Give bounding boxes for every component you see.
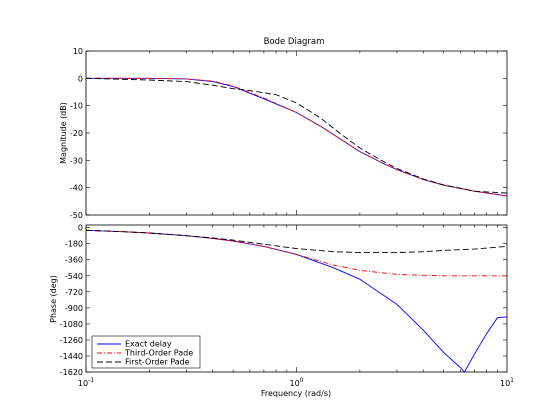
magnitude-ytick-label: -50 (70, 211, 83, 220)
magnitude-ytick-label: -10 (70, 102, 83, 111)
phase-ylabel: Phase (deg) (49, 275, 58, 323)
magnitude-axes-box (85, 50, 508, 216)
phase-series (85, 229, 508, 373)
phase-ytick-label: -1080 (60, 320, 83, 329)
legend-box (91, 335, 201, 369)
legend-label-2: First-Order Pade (125, 358, 190, 367)
magnitude-ytick-label: -20 (70, 129, 83, 138)
legend-label-1: Third-Order Pade (124, 349, 193, 358)
chart-title: Bode Diagram (264, 37, 325, 47)
magnitude-panel: 10 0 -10 -20 -30 -40 -50 Magnitude (dB) (59, 47, 508, 220)
x-tick-label: 100 (289, 377, 303, 388)
phase-ytick-label: -1620 (60, 368, 83, 377)
magnitude-y-ticks: 10 0 -10 -20 -30 -40 -50 (70, 47, 507, 220)
magnitude-ylabel: Magnitude (dB) (59, 102, 68, 164)
x-tick-label: 10-1 (78, 377, 94, 388)
magnitude-series (85, 77, 508, 197)
phase-panel: 0 -180 -360 -540 -720 -900 -1080 -1260 -1440 -162… (49, 224, 514, 398)
legend-label-0: Exact delay (125, 340, 172, 349)
magnitude-line-2 (85, 77, 508, 194)
magnitude-x-ticks (85, 51, 498, 215)
phase-ytick-label: -360 (65, 256, 83, 265)
phase-ytick-label: -540 (65, 272, 83, 281)
magnitude-ytick-label: 0 (78, 74, 83, 83)
phase-ytick-label: -900 (65, 304, 83, 313)
phase-line-2 (85, 229, 508, 254)
x-tick-label: 101 (500, 377, 514, 388)
phase-ytick-label: -1260 (60, 336, 83, 345)
phase-ytick-label: -180 (65, 240, 83, 249)
phase-ytick-label: 0 (78, 224, 83, 233)
phase-x-ticks: 10-1 100 101 (78, 225, 514, 388)
phase-ytick-label: -720 (65, 288, 83, 297)
magnitude-ytick-label: -30 (70, 156, 83, 165)
magnitude-ytick-label: -40 (70, 184, 83, 193)
magnitude-ytick-label: 10 (73, 47, 83, 56)
phase-y-ticks: 0 -180 -360 -540 -720 -900 -1080 -1260 -1440 -162… (60, 224, 507, 377)
x-axis-label: Frequency (rad/s) (261, 389, 331, 398)
phase-line-1 (85, 229, 507, 277)
phase-ytick-label: -1440 (60, 352, 83, 361)
